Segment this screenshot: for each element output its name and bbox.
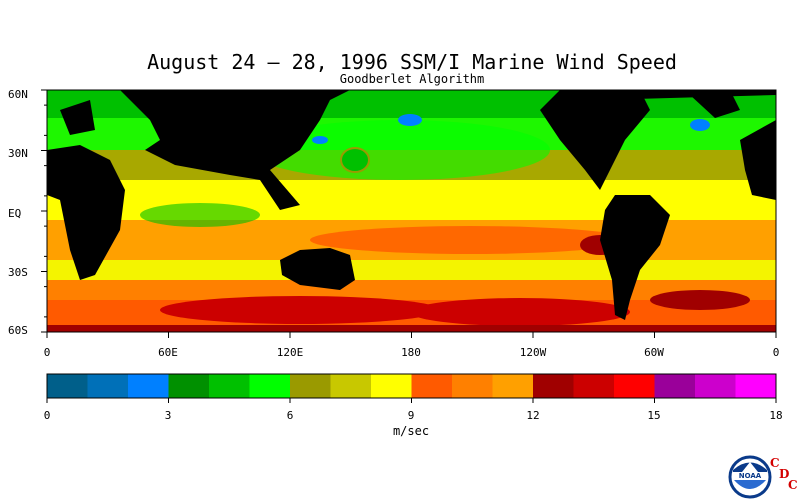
map-subtitle: Goodberlet Algorithm: [339, 72, 485, 86]
colorbar-tick-3: 3: [164, 409, 172, 422]
colorbar-tick-15: 15: [647, 409, 661, 422]
wind-speed-map: [47, 90, 776, 332]
colorbar-swatch: [87, 374, 129, 398]
lon-label-120w: 120W: [519, 346, 547, 359]
lat-label-30s: 30S: [8, 266, 28, 279]
lon-label-60e: 60E: [158, 346, 178, 359]
lon-label-180: 180: [401, 346, 421, 359]
colorbar-tick-0: 0: [43, 409, 51, 422]
lon-label-0-right: 0: [772, 346, 780, 359]
colorbar-swatch: [290, 374, 331, 398]
colorbar-swatch: [128, 374, 169, 398]
lat-label-60s: 60S: [8, 324, 28, 337]
colorbar-swatch: [695, 374, 736, 398]
colorbar-tick-12: 12: [526, 409, 540, 422]
colorbar: [46, 373, 777, 403]
lat-label-eq: EQ: [8, 207, 22, 220]
colorbar-swatch: [533, 374, 574, 398]
colorbar-swatch: [654, 374, 696, 398]
cdc-letter-d: D: [779, 467, 790, 481]
lon-label-120e: 120E: [276, 346, 304, 359]
cdc-letter-c1: C: [770, 456, 780, 470]
lon-label-0-left: 0: [43, 346, 51, 359]
colorbar-swatch: [735, 374, 777, 398]
colorbar-swatch: [371, 374, 412, 398]
colorbar-swatch: [452, 374, 493, 398]
colorbar-swatch: [492, 374, 534, 398]
colorbar-swatch: [573, 374, 615, 398]
colorbar-tick-18: 18: [769, 409, 783, 422]
cdc-letter-c2: C: [788, 478, 798, 492]
colorbar-swatch: [168, 374, 210, 398]
colorbar-swatch: [411, 374, 453, 398]
lat-label-60n: 60N: [8, 88, 28, 101]
colorbar-swatch: [614, 374, 655, 398]
map-ticks: [41, 89, 777, 338]
colorbar-swatch: [209, 374, 250, 398]
lon-label-60w: 60W: [644, 346, 664, 359]
colorbar-tick-9: 9: [407, 409, 415, 422]
map-title: August 24 – 28, 1996 SSM/I Marine Wind S…: [147, 50, 677, 74]
colorbar-swatch: [249, 374, 291, 398]
colorbar-units: m/sec: [392, 424, 430, 438]
colorbar-tick-6: 6: [286, 409, 294, 422]
colorbar-swatch: [47, 374, 88, 398]
colorbar-swatch: [330, 374, 372, 398]
lat-label-30n: 30N: [8, 147, 28, 160]
